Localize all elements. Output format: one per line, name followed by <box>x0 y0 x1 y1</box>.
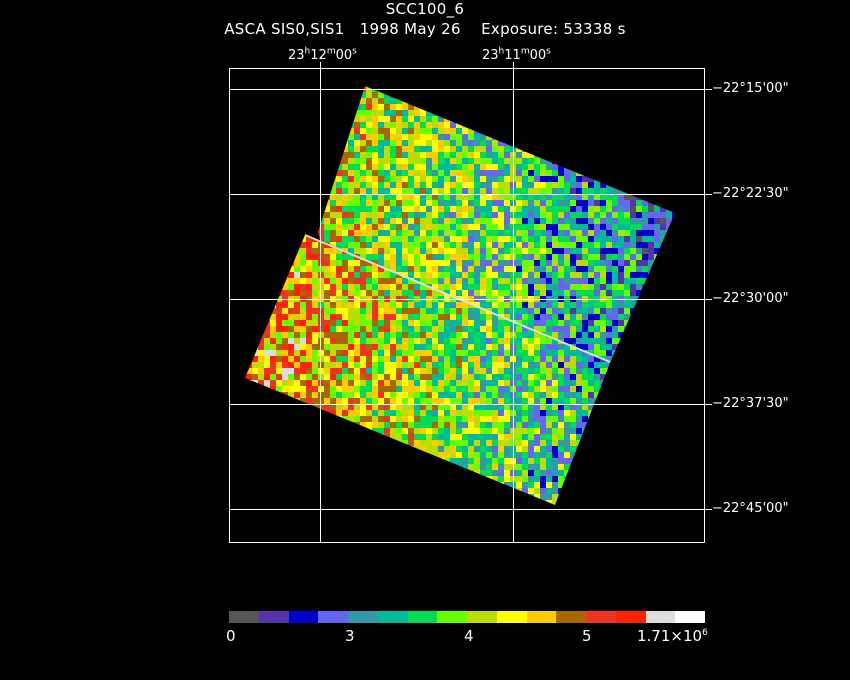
colorbar-swatch <box>586 611 616 623</box>
colorbar-label: 4 <box>464 627 474 645</box>
ra-tick-label: 23h11m00s <box>482 46 551 63</box>
colorbar-swatch <box>615 611 646 623</box>
ra-tick-label: 23h12m00s <box>288 46 357 63</box>
plot-frame <box>229 68 705 543</box>
coordinate-grid <box>229 62 712 543</box>
colorbar-swatch <box>526 611 557 623</box>
colorbar-swatch <box>645 611 676 623</box>
dec-tick-label: −22°15'00" <box>712 81 789 96</box>
colorbar-swatch <box>377 611 408 623</box>
colorbar-swatch <box>467 611 497 623</box>
plot-title: SCC100_6 <box>385 0 465 18</box>
colorbar <box>229 611 705 623</box>
colorbar-swatch <box>407 611 438 623</box>
colorbar-swatch <box>675 611 705 623</box>
dec-tick-label: −22°45'00" <box>712 501 789 516</box>
colorbar-label: 3 <box>345 627 355 645</box>
chip-gap <box>304 234 611 363</box>
colorbar-swatch <box>229 611 259 623</box>
colorbar-swatch <box>318 611 348 623</box>
colorbar-swatch <box>556 611 586 623</box>
colorbar-swatch <box>258 611 289 623</box>
plot-subtitle: ASCA SIS0,SIS1 1998 May 26 Exposure: 533… <box>0 20 850 38</box>
colorbar-swatch <box>288 611 319 623</box>
colorbar-max-label: 1.71×106 <box>637 627 708 645</box>
colorbar-swatch <box>437 611 467 623</box>
dec-tick-label: −22°37'30" <box>712 396 789 411</box>
colorbar-swatch <box>348 611 378 623</box>
colorbar-label: 0 <box>226 627 236 645</box>
exposure-label: Exposure: 53338 s <box>481 20 626 38</box>
date-label: 1998 May 26 <box>359 20 461 38</box>
dec-tick-label: −22°30'00" <box>712 291 789 306</box>
dec-tick-label: −22°22'30" <box>712 186 789 201</box>
colorbar-label: 5 <box>582 627 592 645</box>
instrument-label: ASCA SIS0,SIS1 <box>224 20 345 38</box>
colorbar-swatch <box>496 611 527 623</box>
